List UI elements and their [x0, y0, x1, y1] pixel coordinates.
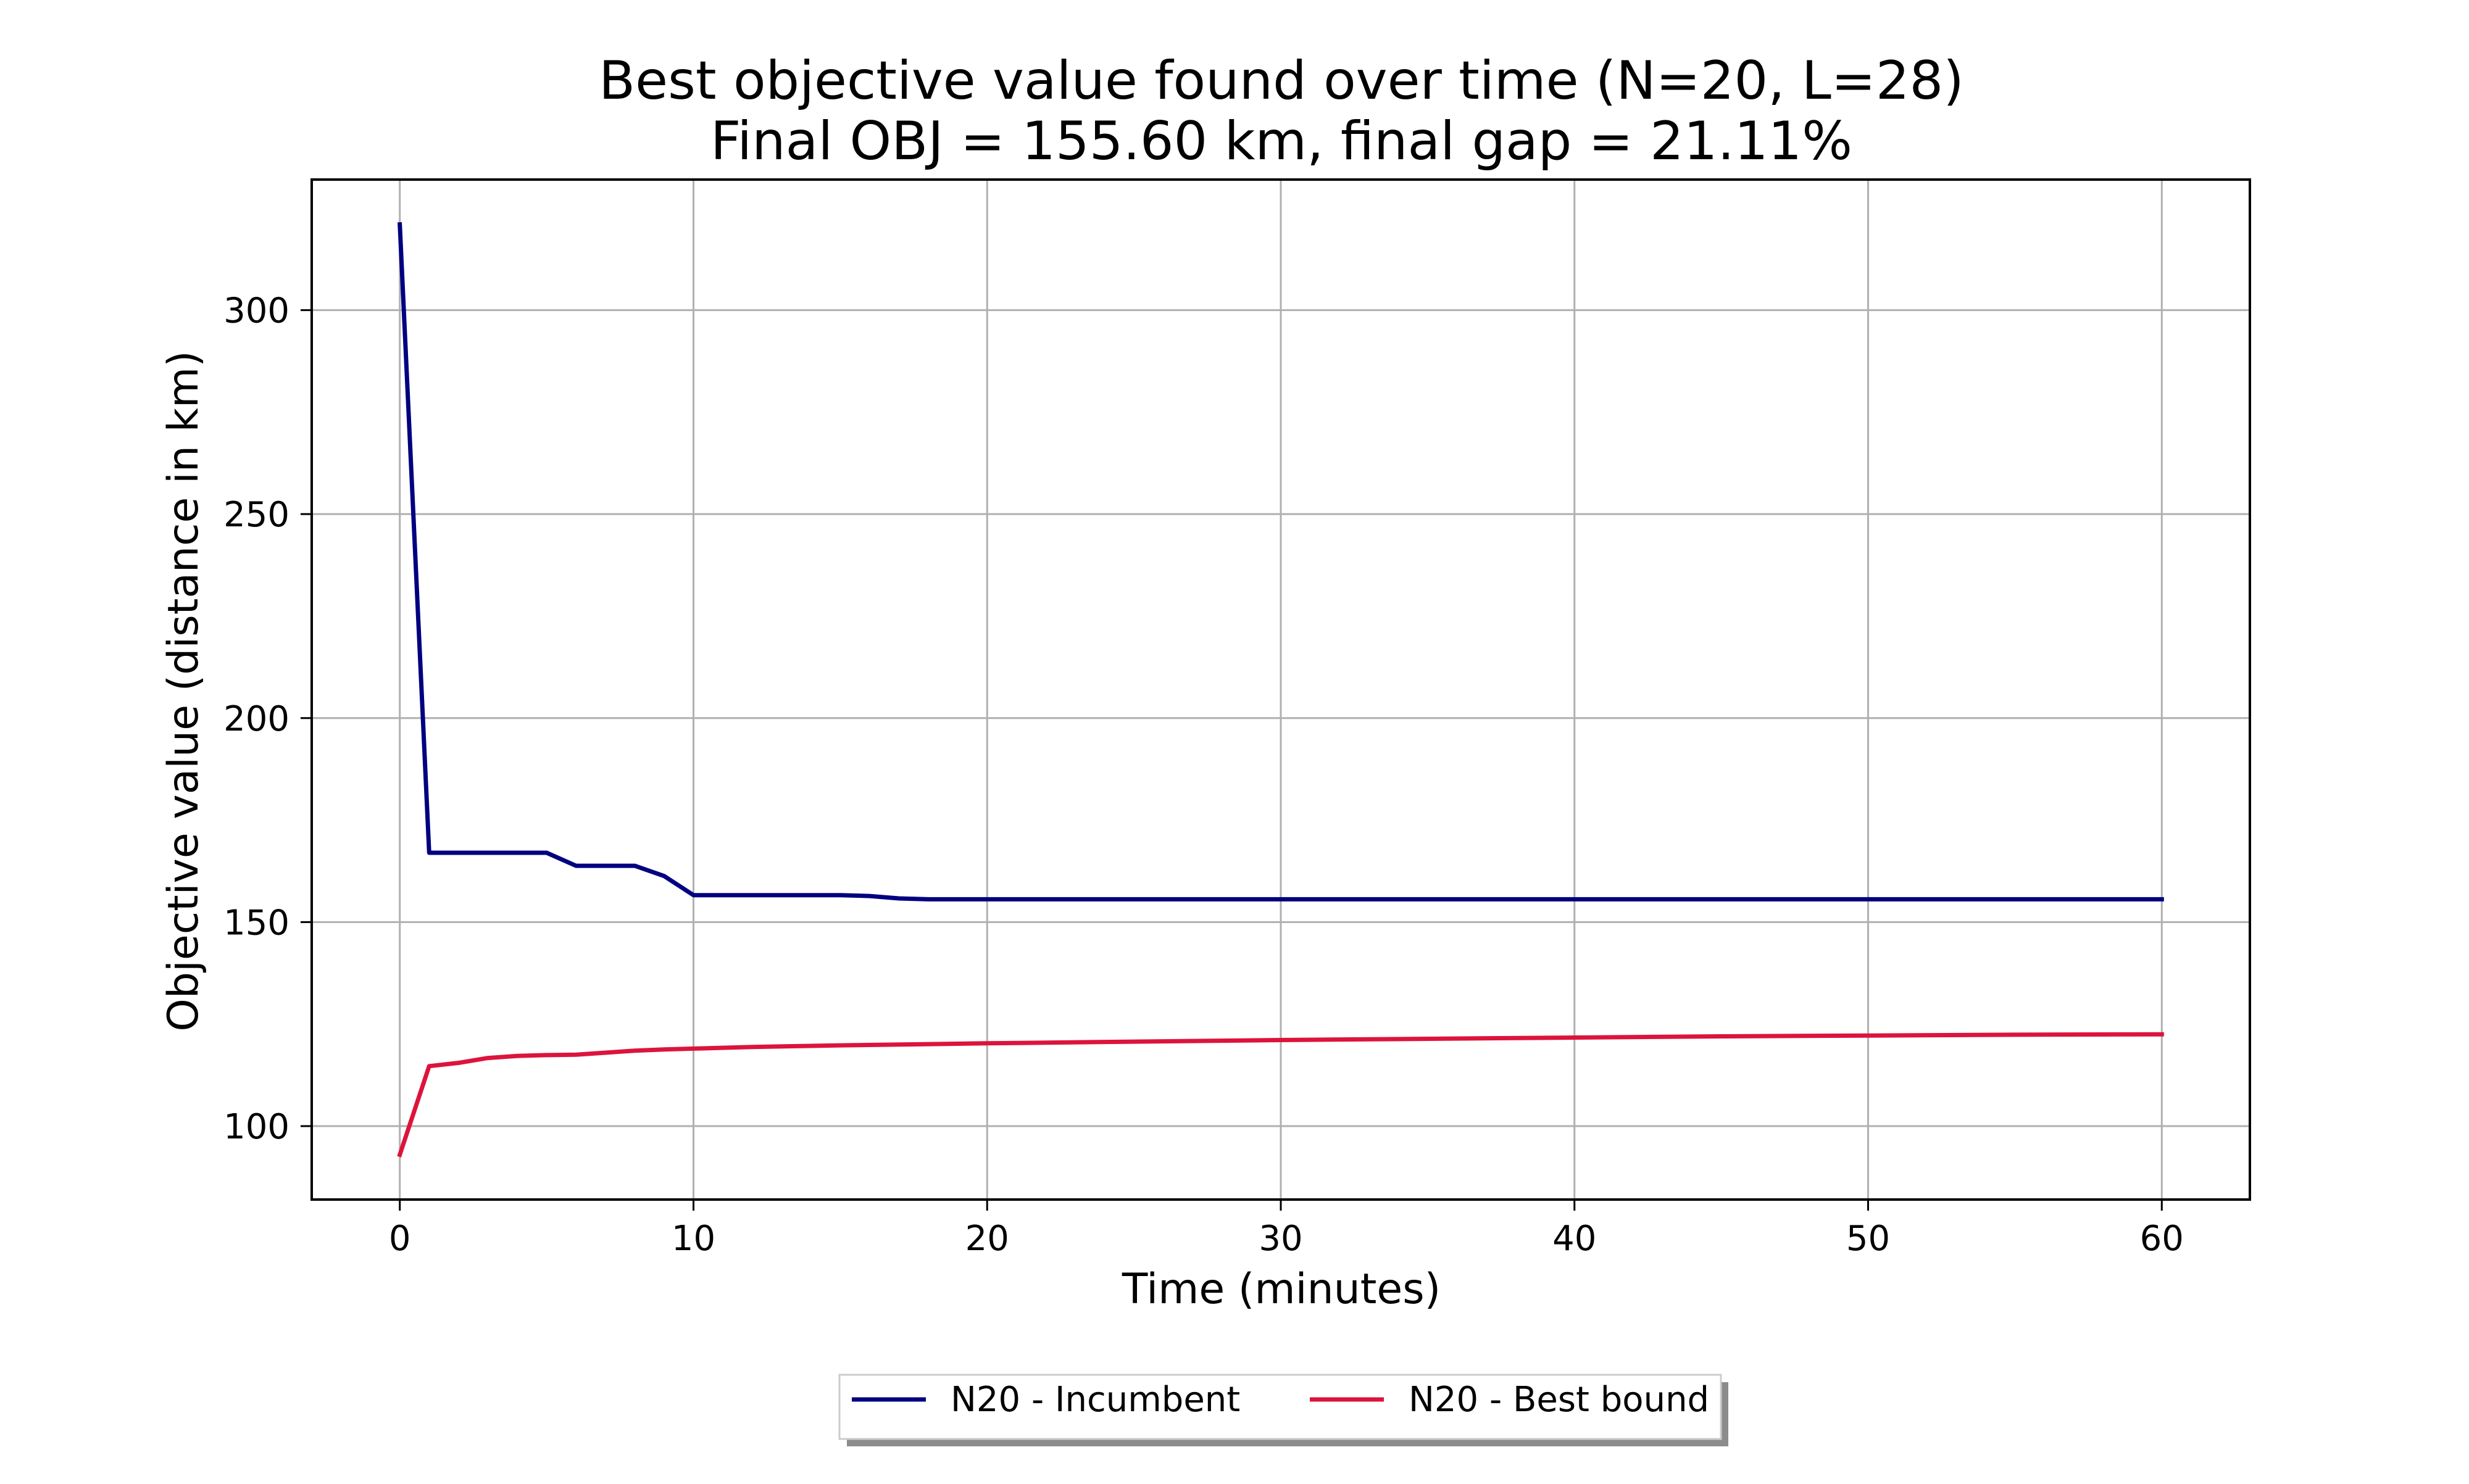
y-tick-label: 250 [223, 495, 289, 535]
x-tick-label: 30 [1259, 1219, 1302, 1259]
x-tick-label: 20 [965, 1219, 1009, 1259]
legend-label-incumbent: N20 - Incumbent [951, 1380, 1240, 1420]
y-tick-label: 150 [223, 903, 289, 943]
y-tick-label: 100 [223, 1107, 289, 1147]
y-tick-label: 200 [223, 699, 289, 739]
x-tick-label: 60 [2140, 1219, 2184, 1259]
x-tick-label: 40 [1552, 1219, 1596, 1259]
y-axis-ticks: 100 150 200 250 300 [223, 291, 312, 1147]
x-tick-label: 0 [389, 1219, 411, 1259]
x-tick-label: 10 [672, 1219, 715, 1259]
legend: N20 - Incumbent N20 - Best bound [838, 1374, 1728, 1446]
legend-label-best-bound: N20 - Best bound [1409, 1380, 1709, 1420]
x-axis-label: Time (minutes) [1122, 1265, 1441, 1314]
series-layer [397, 222, 2164, 1158]
x-axis-ticks: 0 10 20 30 40 50 60 [389, 1200, 2184, 1259]
chart-subtitle: Final OBJ = 155.60 km, final gap = 21.11… [710, 110, 1852, 172]
y-axis-label: Objective value (distance in km) [159, 350, 208, 1031]
grid-lines [312, 180, 2250, 1200]
series-line-best-bound [397, 1032, 2164, 1158]
y-tick-label: 300 [223, 291, 289, 331]
chart-title: Best objective value found over time (N=… [599, 50, 1964, 112]
series-line-incumbent [398, 222, 2164, 902]
legend-box [838, 1374, 1722, 1440]
x-tick-label: 50 [1846, 1219, 1890, 1259]
